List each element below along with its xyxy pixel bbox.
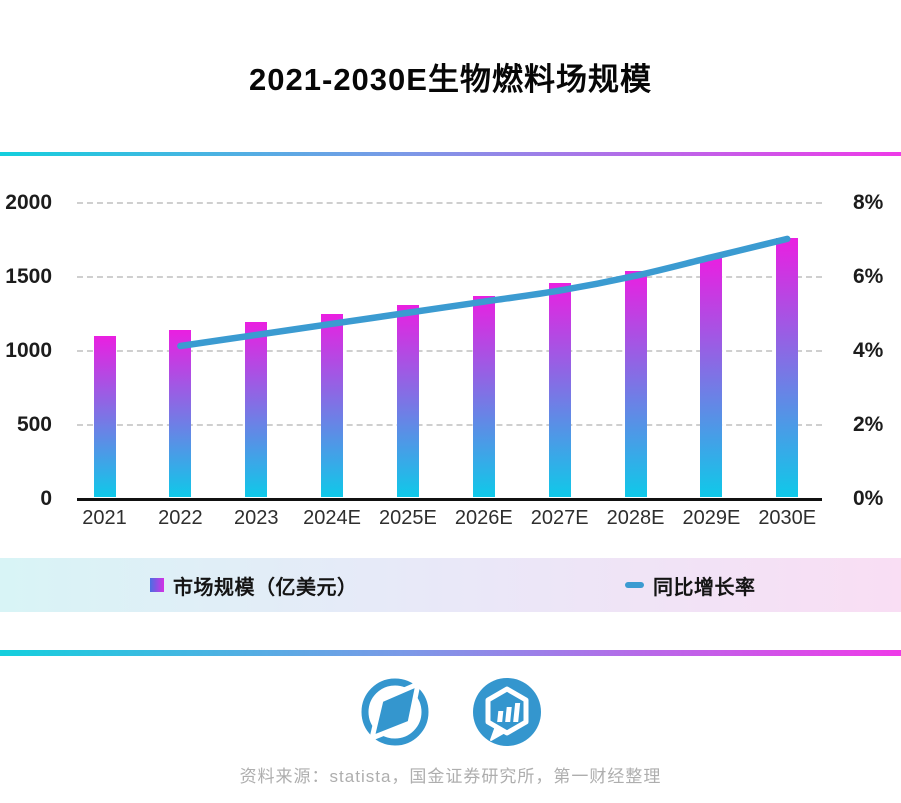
bar-2027E: [548, 283, 571, 498]
page-title: 2021-2030E生物燃料场规模: [249, 62, 652, 97]
right-axis-tick: 4%: [853, 339, 884, 363]
bar-2029E: [700, 256, 723, 498]
bottom-gradient-divider: [0, 650, 901, 656]
gridline: [77, 349, 822, 352]
legend-strip: 市场规模（亿美元） 同比增长率: [0, 558, 901, 612]
right-axis-tick: 8%: [853, 191, 884, 215]
bar-2024E: [321, 314, 344, 498]
x-axis-label-2022: 2022: [158, 506, 203, 529]
x-axis-label-2024E: 2024E: [303, 506, 361, 529]
left-axis-tick: 500: [16, 413, 52, 437]
growth-rate-line-swatch-icon: [625, 582, 644, 588]
left-axis-tick: 0: [40, 487, 52, 510]
right-axis-tick: 6%: [853, 265, 884, 289]
right-axis-tick: 2%: [853, 413, 884, 437]
x-axis-label-2029E: 2029E: [682, 506, 741, 529]
legend-item-market-size: 市场规模（亿美元）: [150, 558, 358, 612]
hexagon-bar-chart-logo-icon: [472, 678, 541, 746]
bar-line-chart: 0 0% 500 2% 1000 4% 1500 6% 2000 8% 2021 2022 2023 20…: [0, 190, 901, 540]
x-axis-label-2023: 2023: [233, 506, 279, 529]
x-axis-label-2026E: 2026E: [454, 506, 513, 529]
x-axis-label-2028E: 2028E: [606, 506, 665, 529]
bar-2028E: [624, 270, 647, 498]
market-size-swatch-icon: [150, 578, 164, 592]
bar-2030E: [776, 238, 799, 498]
x-axis-label-2030E: 2030E: [758, 506, 817, 529]
legend-label-growth-rate: 同比增长率: [653, 576, 756, 599]
gridline: [77, 423, 822, 426]
legend-label-market-size: 市场规模（亿美元）: [173, 576, 358, 599]
footer-logos: [0, 676, 901, 748]
compass-banner-logo-icon: [361, 678, 428, 746]
bar-2023: [245, 322, 268, 498]
x-axis-line: [77, 497, 822, 501]
left-axis-tick: 2000: [5, 191, 52, 215]
left-axis-tick: 1500: [5, 265, 52, 289]
bar-2025E: [396, 305, 419, 498]
bar-2022: [169, 330, 192, 498]
gridline: [77, 201, 822, 204]
source-attribution: 资料来源：statista，国金证券研究所，第一财经整理: [239, 767, 662, 786]
x-axis-label-2027E: 2027E: [530, 506, 589, 529]
right-axis-tick: 0%: [853, 487, 884, 510]
legend-item-growth-rate: 同比增长率: [625, 558, 756, 612]
x-axis-label-2025E: 2025E: [379, 506, 437, 529]
left-axis-tick: 1000: [5, 339, 52, 363]
top-gradient-divider: [0, 152, 901, 156]
bar-2026E: [472, 295, 495, 498]
bar-2021: [93, 336, 116, 498]
growth-rate-line: [177, 235, 791, 350]
x-axis-label-2021: 2021: [82, 506, 127, 529]
